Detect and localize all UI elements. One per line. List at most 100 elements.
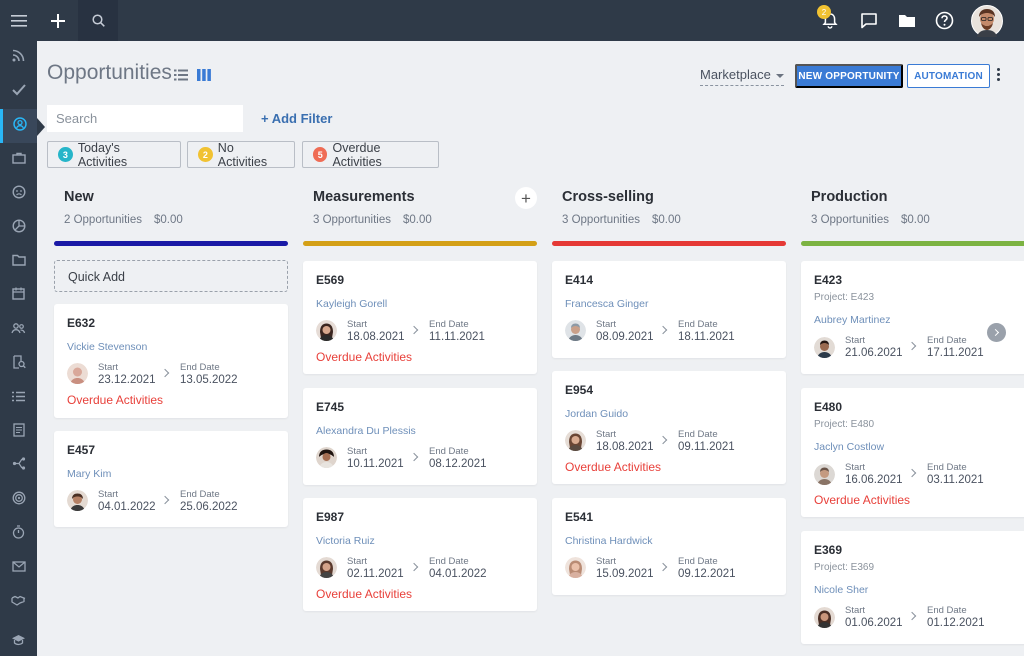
sidebar-item-support[interactable] xyxy=(0,177,37,211)
start-label: Start xyxy=(596,429,617,440)
chevron-down-icon xyxy=(775,73,784,78)
chevron-right-icon xyxy=(658,435,668,445)
column-new: New 2 Opportunities $0.00 Quick Add E632 … xyxy=(54,187,288,527)
hamburger-icon[interactable] xyxy=(0,0,37,41)
automation-button[interactable]: AUTOMATION xyxy=(907,64,990,88)
users-icon xyxy=(11,321,26,339)
card-contact[interactable]: Kayleigh Gorell xyxy=(316,298,388,310)
card-contact[interactable]: Nicole Sher xyxy=(814,584,869,596)
sidebar-item-deals[interactable] xyxy=(0,143,37,177)
card-contact[interactable]: Alexandra Du Plessis xyxy=(316,425,416,437)
chevron-right-icon xyxy=(658,325,668,335)
column-title: Measurements xyxy=(313,189,415,205)
user-avatar[interactable] xyxy=(969,0,1005,41)
chevron-right-icon xyxy=(160,368,170,378)
sidebar xyxy=(0,41,37,656)
graduation-icon xyxy=(11,633,26,651)
card-project: Project: E480 xyxy=(814,419,875,430)
avatar xyxy=(814,464,835,485)
card-contact[interactable]: Jaclyn Costlow xyxy=(814,441,885,453)
opportunity-card[interactable]: E632 Vickie Stevenson Start 23.12.2021 E… xyxy=(54,304,288,418)
end-label: End Date xyxy=(429,446,469,457)
sidebar-item-files[interactable] xyxy=(0,245,37,279)
end-date: 09.12.2021 xyxy=(678,568,736,580)
end-date: 01.12.2021 xyxy=(927,617,985,629)
folder-icon[interactable] xyxy=(893,0,921,41)
opportunity-card[interactable]: E745 Alexandra Du Plessis Start 10.11.20… xyxy=(303,388,537,485)
chip-no-activities[interactable]: 2 No Activities xyxy=(187,141,295,169)
opportunity-count: 3 Opportunities xyxy=(562,214,640,226)
column-header: Production 3 Opportunities $0.00 xyxy=(801,187,1024,237)
sidebar-item-lists[interactable] xyxy=(0,381,37,415)
chevron-right-circle-icon[interactable] xyxy=(987,323,1006,342)
chevron-right-icon xyxy=(658,562,668,572)
card-contact[interactable]: Francesca Ginger xyxy=(565,298,649,310)
start-date: 10.11.2021 xyxy=(347,458,404,470)
sidebar-item-contacts[interactable] xyxy=(0,109,37,143)
sidebar-item-workflows[interactable] xyxy=(0,449,37,483)
overdue-activities: Overdue Activities xyxy=(814,493,911,507)
card-contact[interactable]: Christina Hardwick xyxy=(565,535,653,547)
sidebar-item-feed[interactable] xyxy=(0,41,37,75)
opportunity-card[interactable]: E457 Mary Kim Start 04.01.2022 End Date … xyxy=(54,431,288,527)
kanban-view-icon[interactable] xyxy=(197,68,211,81)
card-id: E987 xyxy=(316,510,345,524)
end-label: End Date xyxy=(678,556,718,567)
opportunity-card[interactable]: E954 Jordan Guido Start 18.08.2021 End D… xyxy=(552,371,786,484)
search-icon[interactable] xyxy=(78,0,118,41)
sidebar-item-leads[interactable] xyxy=(0,347,37,381)
avatar xyxy=(565,320,586,341)
help-icon[interactable] xyxy=(930,0,958,41)
chip-overdue-activities[interactable]: 5 Overdue Activities xyxy=(302,141,439,169)
sidebar-item-academy[interactable] xyxy=(0,625,37,656)
sidebar-item-calendar[interactable] xyxy=(0,279,37,313)
sidebar-item-time[interactable] xyxy=(0,517,37,551)
column-title: Cross-selling xyxy=(562,189,654,205)
opportunity-card[interactable]: E541 Christina Hardwick Start 15.09.2021… xyxy=(552,498,786,595)
avatar xyxy=(67,490,88,511)
add-opportunity-plus-icon[interactable]: + xyxy=(515,187,537,209)
new-opportunity-button[interactable]: NEW OPPORTUNITY xyxy=(795,64,903,88)
opportunity-card[interactable]: E414 Francesca Ginger Start 08.09.2021 E… xyxy=(552,261,786,358)
end-label: End Date xyxy=(927,335,967,346)
sidebar-item-tasks[interactable] xyxy=(0,75,37,109)
sidebar-item-team[interactable] xyxy=(0,313,37,347)
card-contact[interactable]: Aubrey Martinez xyxy=(814,314,891,326)
card-id: E457 xyxy=(67,443,96,457)
opportunity-card[interactable]: E569 Kayleigh Gorell Start 18.08.2021 En… xyxy=(303,261,537,374)
search-input[interactable] xyxy=(47,105,243,132)
opportunity-card[interactable]: E423 Project: E423 Aubrey Martinez Start… xyxy=(801,261,1024,374)
card-contact[interactable]: Victoria Ruiz xyxy=(316,535,375,547)
plus-icon[interactable] xyxy=(37,0,78,41)
opportunity-card[interactable]: E369 Project: E369 Nicole Sher Start 01.… xyxy=(801,531,1024,644)
chat-icon[interactable] xyxy=(855,0,883,41)
opportunity-card[interactable]: E480 Project: E480 Jaclyn Costlow Start … xyxy=(801,388,1024,517)
start-label: Start xyxy=(845,462,866,473)
support-icon xyxy=(11,184,26,204)
chip-todays-activities[interactable]: 3 Today's Activities xyxy=(47,141,181,169)
chevron-right-icon xyxy=(907,341,917,351)
bell-icon[interactable]: 2 xyxy=(815,0,845,41)
more-options-icon[interactable] xyxy=(994,68,1002,84)
check-icon xyxy=(11,83,26,101)
start-label: Start xyxy=(98,489,119,500)
sidebar-item-goals[interactable] xyxy=(0,483,37,517)
start-date: 21.06.2021 xyxy=(845,347,903,359)
pie-chart-icon xyxy=(11,218,26,238)
opportunity-card[interactable]: E987 Victoria Ruiz Start 02.11.2021 End … xyxy=(303,498,537,611)
sidebar-item-documents[interactable] xyxy=(0,415,37,449)
card-contact[interactable]: Mary Kim xyxy=(67,468,112,480)
start-label: Start xyxy=(347,319,368,330)
sidebar-item-partners[interactable] xyxy=(0,585,37,619)
sidebar-item-reports[interactable] xyxy=(0,211,37,245)
quick-add-button[interactable]: Quick Add xyxy=(54,260,288,292)
card-contact[interactable]: Vickie Stevenson xyxy=(67,341,148,353)
sidebar-item-mail[interactable] xyxy=(0,551,37,585)
column-title: Production xyxy=(811,189,888,205)
list-view-icon[interactable] xyxy=(174,68,188,81)
end-label: End Date xyxy=(429,319,469,330)
add-filter-link[interactable]: + Add Filter xyxy=(261,111,333,126)
end-date: 25.06.2022 xyxy=(180,501,238,513)
pipeline-select[interactable]: Marketplace xyxy=(700,67,784,86)
card-contact[interactable]: Jordan Guido xyxy=(565,408,629,420)
